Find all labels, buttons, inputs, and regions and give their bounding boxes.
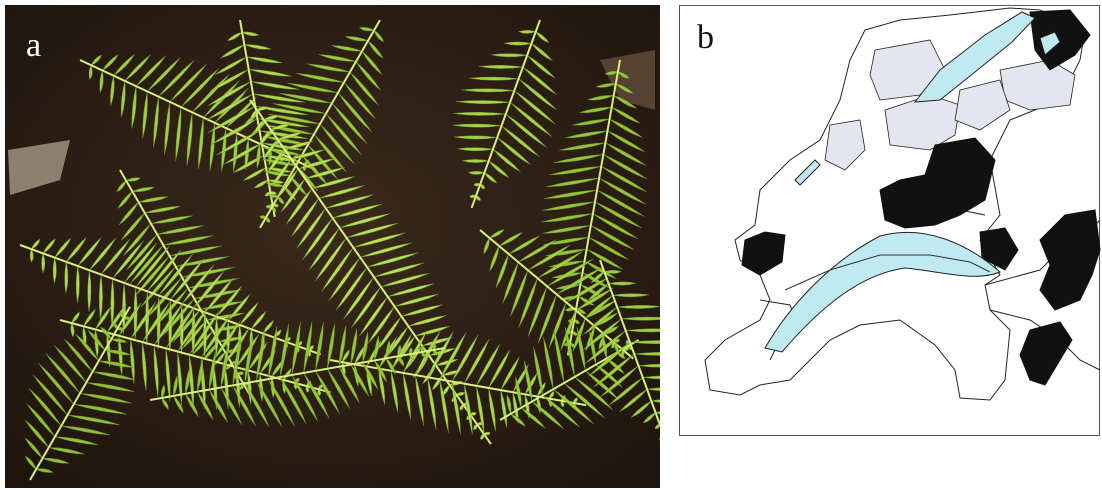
panel-label: a: [26, 27, 41, 64]
fern-part: [660, 423, 666, 426]
panel-a: a: [5, 5, 688, 488]
panel-b: b: [680, 6, 1101, 436]
page: a: [0, 0, 1102, 490]
figure: a: [0, 0, 1102, 490]
fern-part: [664, 435, 670, 438]
panel-label: b: [697, 19, 714, 56]
